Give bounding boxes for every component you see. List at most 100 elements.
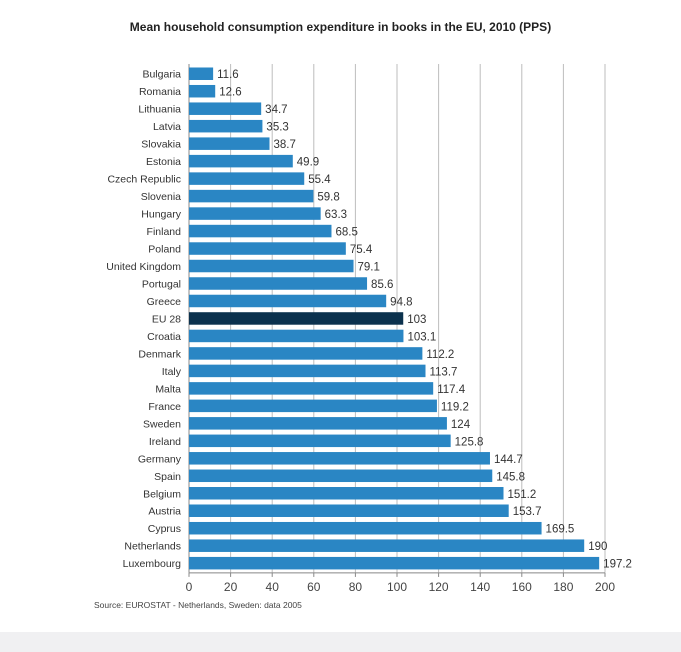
- x-tick-label: 0: [186, 580, 193, 594]
- data-label: 59.8: [317, 192, 339, 204]
- bar: [189, 452, 490, 465]
- data-label: 34.7: [265, 104, 287, 116]
- category-label: Greece: [147, 296, 182, 308]
- data-label: 35.3: [266, 122, 288, 134]
- category-label: Netherlands: [124, 541, 181, 553]
- bar: [189, 556, 600, 570]
- bar: [189, 329, 404, 343]
- bar: [189, 399, 437, 413]
- x-tick-label: 160: [512, 580, 532, 594]
- bar: [189, 259, 354, 273]
- bar: [189, 434, 451, 448]
- category-label: Hungary: [141, 209, 181, 221]
- data-label: 112.2: [426, 349, 454, 361]
- bar: [189, 189, 314, 203]
- x-tick-label: 60: [307, 580, 321, 594]
- category-label: Luxembourg: [123, 558, 182, 570]
- data-label: 63.3: [325, 209, 347, 221]
- data-label: 79.1: [358, 262, 380, 274]
- data-label: 38.7: [273, 139, 295, 151]
- data-label: 169.5: [546, 524, 575, 536]
- data-label: 145.8: [496, 471, 525, 483]
- category-label: Finland: [147, 226, 182, 238]
- bar: [189, 137, 270, 150]
- category-label: EU 28: [152, 313, 181, 325]
- bar: [189, 172, 305, 185]
- category-label: Slovakia: [141, 139, 181, 151]
- data-label: 197.2: [603, 559, 632, 571]
- bar: [189, 207, 321, 220]
- category-label: Poland: [148, 244, 181, 256]
- source-note: Source: EUROSTAT - Netherlands, Sweden: …: [94, 600, 302, 610]
- category-label: Germany: [138, 453, 182, 465]
- bar: [189, 382, 434, 395]
- bar: [189, 504, 509, 517]
- bar: [189, 154, 293, 168]
- bar: [189, 67, 214, 80]
- data-label: 125.8: [455, 436, 484, 448]
- data-label: 68.5: [335, 227, 357, 239]
- data-label: 94.8: [390, 296, 412, 308]
- footer-band: [0, 632, 681, 652]
- data-label: 85.6: [371, 279, 393, 291]
- x-tick-label: 120: [429, 580, 449, 594]
- data-label: 49.9: [297, 157, 319, 169]
- category-label: Czech Republic: [107, 174, 181, 186]
- x-tick-label: 100: [387, 580, 407, 594]
- category-label: Croatia: [147, 331, 181, 343]
- data-label: 103: [407, 314, 426, 326]
- bar: [189, 521, 542, 535]
- x-tick-label: 140: [470, 580, 490, 594]
- category-label: United Kingdom: [106, 261, 181, 273]
- category-label: Denmark: [138, 348, 181, 360]
- category-label: Austria: [148, 506, 181, 518]
- category-label: Cyprus: [148, 523, 181, 535]
- bar-highlight: [189, 312, 404, 325]
- x-tick-label: 200: [595, 580, 615, 594]
- data-label: 75.4: [350, 244, 373, 256]
- bar: [189, 364, 426, 378]
- x-tick-label: 80: [349, 580, 363, 594]
- data-label: 113.7: [429, 366, 457, 378]
- x-tick-label: 180: [553, 580, 573, 594]
- category-label: Portugal: [142, 279, 181, 291]
- category-label: Lithuania: [138, 104, 181, 116]
- bar: [189, 294, 387, 308]
- bar: [189, 224, 332, 238]
- category-label: Slovenia: [141, 191, 181, 203]
- bar: [189, 277, 368, 290]
- data-label: 124: [451, 419, 471, 431]
- bar: [189, 539, 585, 552]
- category-label: Bulgaria: [142, 69, 181, 81]
- data-label: 151.2: [507, 489, 536, 501]
- category-label: Belgium: [143, 488, 181, 500]
- bar: [189, 469, 493, 483]
- bar: [189, 242, 346, 255]
- category-label: Malta: [155, 383, 181, 395]
- category-label: Ireland: [149, 436, 181, 448]
- category-label: Romania: [139, 86, 181, 98]
- data-label: 119.2: [441, 401, 469, 413]
- category-label: Spain: [154, 471, 181, 483]
- category-label: Italy: [162, 366, 182, 378]
- bar: [189, 347, 423, 360]
- data-label: 144.7: [494, 454, 523, 466]
- data-label: 12.6: [219, 87, 241, 99]
- bar: [189, 102, 262, 115]
- data-label: 11.6: [217, 69, 239, 81]
- data-label: 103.1: [407, 331, 436, 343]
- data-label: 117.4: [437, 384, 466, 396]
- data-label: 55.4: [308, 174, 331, 186]
- category-label: Estonia: [146, 156, 181, 168]
- x-tick-label: 20: [224, 580, 238, 594]
- data-label: 190: [588, 541, 607, 553]
- bar: [189, 119, 263, 133]
- category-label: France: [148, 401, 181, 413]
- bar: [189, 84, 216, 98]
- category-label: Sweden: [143, 418, 181, 430]
- bar: [189, 417, 447, 430]
- bar: [189, 487, 504, 500]
- data-label: 153.7: [513, 506, 542, 518]
- chart-title: Mean household consumption expenditure i…: [129, 20, 552, 34]
